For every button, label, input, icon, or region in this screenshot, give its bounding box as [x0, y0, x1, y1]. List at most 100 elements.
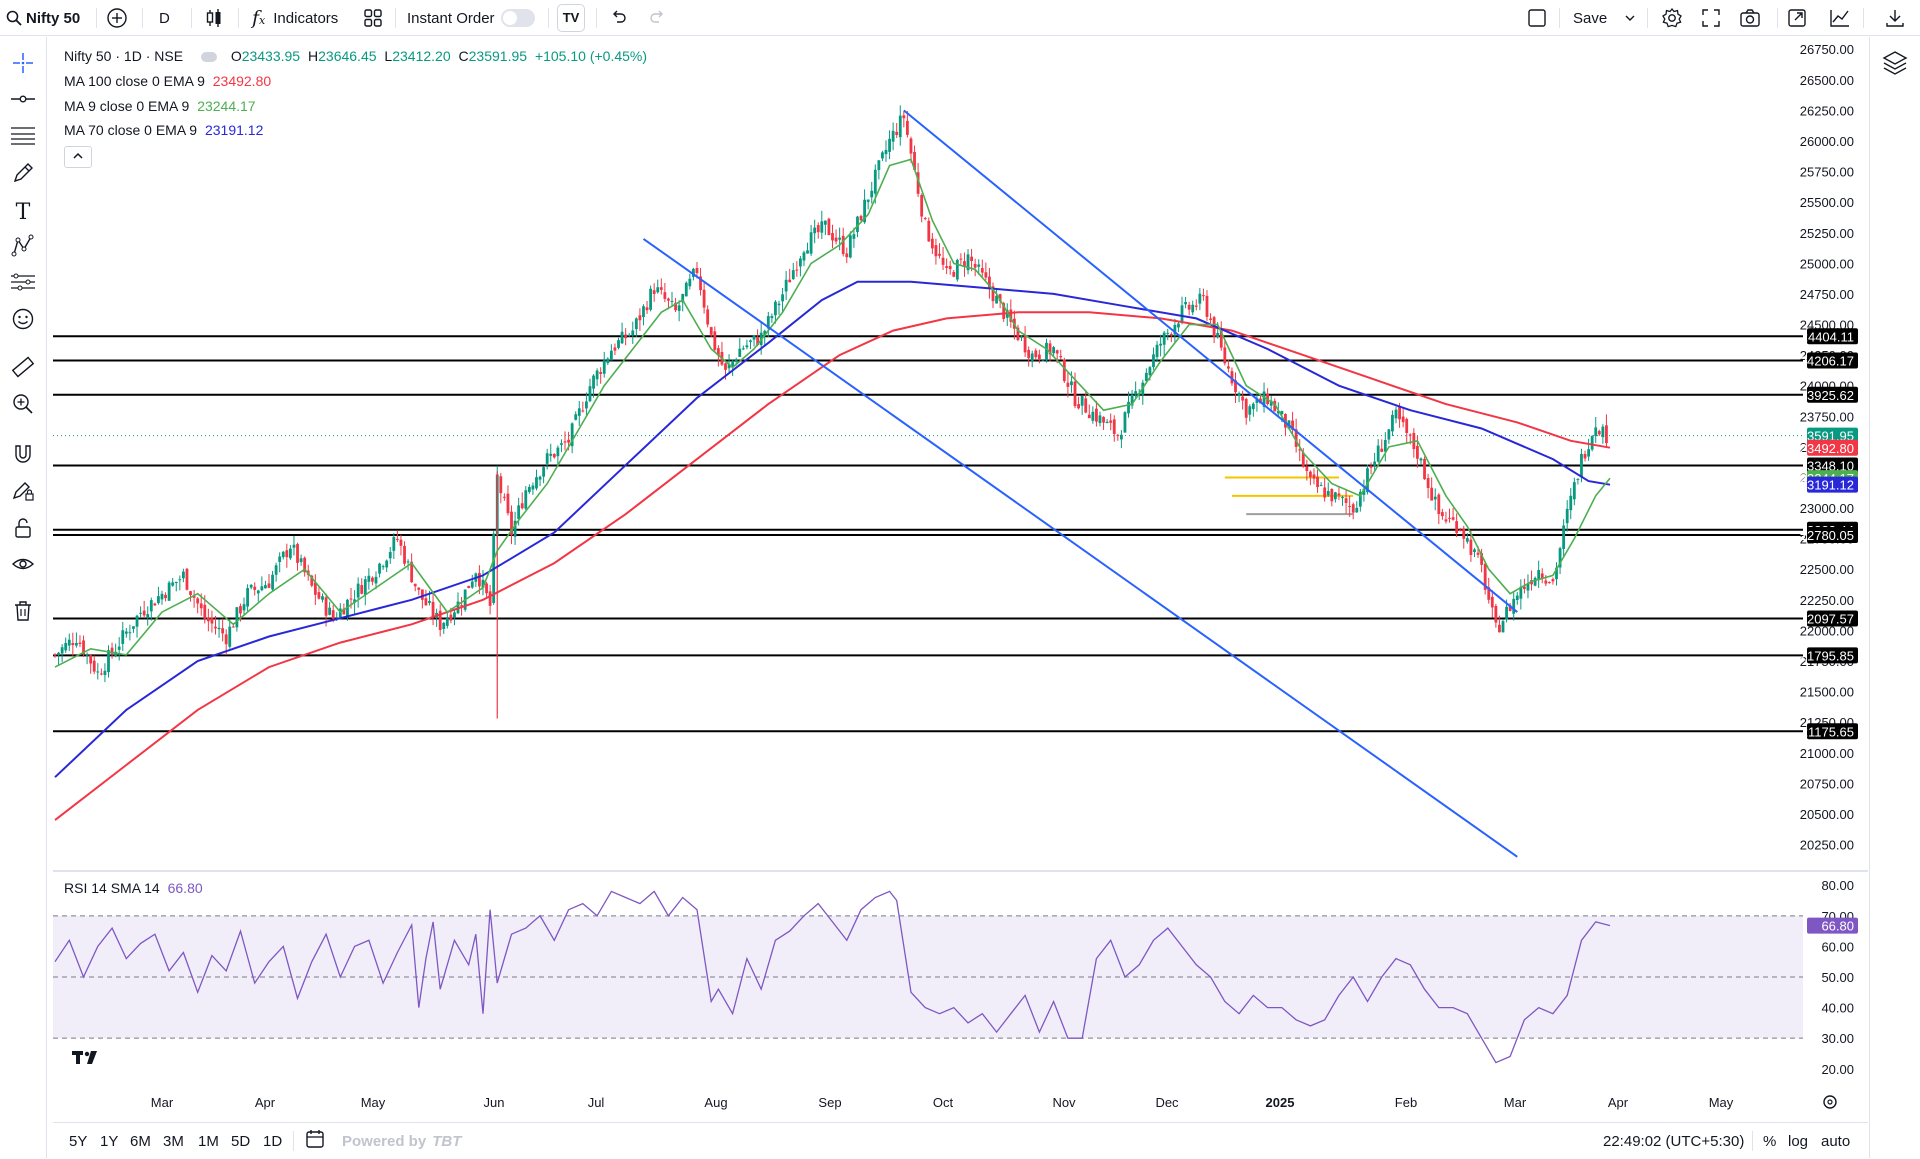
external-link-icon — [1787, 8, 1807, 28]
pattern-tool[interactable] — [6, 233, 40, 263]
settings-button[interactable] — [1661, 0, 1683, 36]
indicators-button[interactable]: fx Indicators — [252, 0, 338, 36]
range-5y[interactable]: 5Y — [69, 1123, 87, 1159]
crosshair-tool[interactable] — [6, 50, 40, 80]
stay-in-drawing-tool[interactable] — [6, 478, 40, 508]
range-3m[interactable]: 3M — [163, 1123, 184, 1159]
candle-body — [599, 371, 603, 374]
object-tree-button[interactable] — [1881, 49, 1909, 77]
candle-body — [938, 253, 941, 256]
fib-tool[interactable] — [6, 123, 40, 153]
candle-body — [1408, 434, 1412, 436]
download-button[interactable] — [1885, 0, 1905, 36]
price-pane[interactable]: 26750.00 26500.00 26250.00 26000.00 25750.00… — [53, 37, 1868, 869]
candle-body — [1095, 408, 1098, 422]
select-area-button[interactable] — [1527, 0, 1547, 36]
fullscreen-button[interactable] — [1701, 0, 1721, 36]
candle-body — [1458, 529, 1462, 531]
candle-body — [296, 544, 299, 563]
ma9-legend[interactable]: MA 9 close 0 EMA 9 23244.17 — [64, 98, 256, 114]
go-to-date-button[interactable] — [304, 1123, 326, 1159]
range-6m[interactable]: 6M — [130, 1123, 151, 1159]
ma9-line — [54, 158, 1611, 668]
open-new-window-button[interactable] — [1787, 0, 1807, 36]
remove-drawings-tool[interactable] — [6, 598, 40, 628]
candle-body — [1241, 396, 1245, 401]
hide-drawings-tool[interactable] — [6, 551, 40, 581]
auto-toggle[interactable]: auto — [1821, 1123, 1850, 1159]
range-5d[interactable]: 5D — [231, 1123, 250, 1159]
candle-body — [1498, 624, 1501, 633]
chart-type-button[interactable] — [203, 0, 225, 36]
zoom-tool[interactable] — [6, 391, 40, 421]
undo-button[interactable] — [610, 0, 628, 36]
candle-body — [1219, 330, 1223, 348]
horizontal-ray-icon — [10, 91, 36, 112]
candle-body — [167, 582, 171, 601]
timezone-button[interactable]: 22:49:02 (UTC+5:30) — [1603, 1123, 1744, 1159]
toggle-switch[interactable] — [500, 9, 535, 27]
level-tag — [1807, 386, 1858, 403]
redo-button[interactable] — [648, 0, 666, 36]
rsi-pane[interactable]: 80.00 70.00 60.00 50.00 40.00 30.00 20.00 66.80 — [53, 873, 1868, 1081]
instant-order-toggle[interactable]: Instant Order — [407, 0, 535, 36]
price-axis: 26750.00 26500.00 26250.00 26000.00 25750.00… — [1800, 37, 1868, 869]
candle-body — [1544, 580, 1548, 584]
candle-body — [149, 600, 153, 612]
close-label: C — [458, 48, 469, 64]
divider — [1559, 8, 1560, 28]
visibility-toggle[interactable] — [200, 52, 217, 63]
log-toggle[interactable]: log — [1788, 1123, 1808, 1159]
broker-button[interactable]: TV — [557, 0, 585, 36]
layouts-button[interactable] — [363, 0, 383, 36]
lock-drawings-tool[interactable] — [6, 515, 40, 545]
price-chart[interactable]: 26750.00 26500.00 26250.00 26000.00 25750.00… — [53, 37, 1868, 869]
rsi-tick-label: 60.00 — [1821, 939, 1854, 954]
save-button[interactable]: Save — [1573, 0, 1607, 36]
magnet-tool[interactable] — [6, 441, 40, 471]
collapse-legend-button[interactable] — [64, 146, 92, 168]
square-icon — [1527, 8, 1547, 28]
level-tag — [1807, 352, 1858, 369]
compare-button[interactable] — [106, 0, 128, 36]
trendline — [642, 238, 1518, 858]
candle-body — [1383, 440, 1387, 452]
save-menu-button[interactable] — [1624, 0, 1636, 36]
range-1m[interactable]: 1M — [198, 1123, 219, 1159]
open-value: 23433.95 — [241, 48, 301, 64]
candle-body — [428, 601, 431, 603]
candle-body — [399, 539, 403, 546]
candle-body — [1116, 435, 1120, 437]
prediction-tool[interactable] — [6, 269, 40, 299]
candle-body — [1594, 427, 1598, 437]
candle-body — [1430, 487, 1434, 501]
range-1y[interactable]: 1Y — [100, 1123, 118, 1159]
ma70-legend[interactable]: MA 70 close 0 EMA 9 23191.12 — [64, 122, 263, 138]
percent-toggle[interactable]: % — [1763, 1123, 1776, 1159]
candle-body — [1187, 304, 1191, 310]
candle-body — [784, 279, 788, 292]
pane-separator[interactable] — [53, 870, 1868, 872]
screenshot-button[interactable] — [1739, 0, 1761, 36]
tradingview-logo[interactable] — [70, 1048, 100, 1072]
interval-button[interactable]: D — [159, 0, 170, 36]
candle-body — [1294, 429, 1298, 447]
measure-tool[interactable] — [6, 354, 40, 384]
price-tag-label: 23492.80 — [1800, 441, 1854, 456]
redo-icon — [648, 9, 666, 27]
ma100-legend[interactable]: MA 100 close 0 EMA 9 23492.80 — [64, 73, 271, 89]
trend-line-tool[interactable] — [6, 86, 40, 116]
symbol-search[interactable]: Nifty 50 — [6, 0, 80, 36]
candle-body — [988, 276, 991, 289]
rsi-legend[interactable]: RSI 14 SMA 14 66.80 — [64, 880, 203, 896]
trade-button[interactable] — [1829, 0, 1851, 36]
icons-tool[interactable] — [6, 306, 40, 336]
candle-body — [556, 447, 560, 457]
time-axis[interactable]: Mar Apr May Jun Jul Aug Sep Oct Nov Dec 2025 Feb Mar… — [53, 1090, 1868, 1114]
range-1d[interactable]: 1D — [263, 1123, 282, 1159]
text-tool[interactable]: T — [6, 197, 40, 227]
brush-tool[interactable] — [6, 160, 40, 190]
pencil-lock-icon — [11, 479, 35, 508]
candle-body — [1184, 302, 1187, 305]
